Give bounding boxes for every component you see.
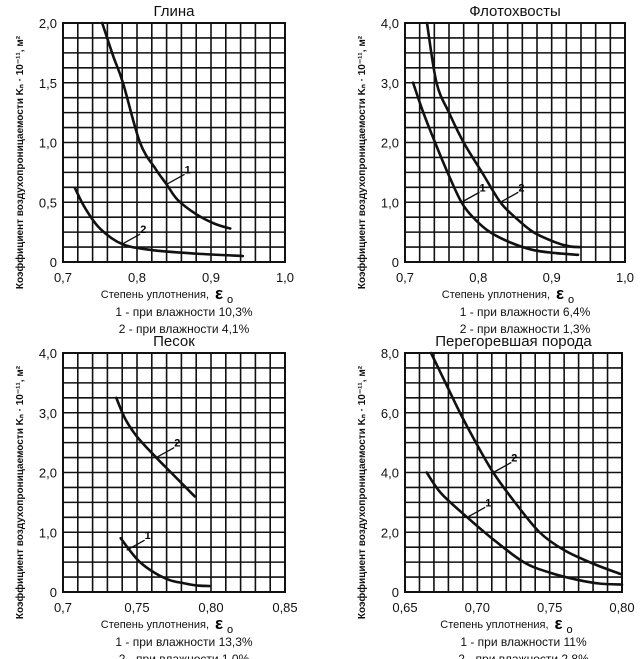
y-tick-label: 3,0: [39, 406, 57, 421]
x-tick-label: 0,75: [537, 600, 562, 615]
y-axis-label: Коэффициент воздухопроницаемости Kₙ · 10…: [14, 35, 26, 289]
series-1-leader-line: [466, 506, 486, 518]
chart-title: Глина: [153, 3, 195, 20]
x-tick-label: 0,70: [465, 600, 490, 615]
x-tick-label: 0,9: [202, 270, 220, 285]
x-tick-label: 0,65: [392, 600, 417, 615]
series-1-label: 1: [479, 182, 485, 194]
series-2-leader-line: [121, 233, 141, 245]
x-axis-label: Степень уплотнения,: [101, 289, 209, 301]
y-axis-label: Коэффициент воздухопроницаемости Kₙ · 10…: [356, 365, 368, 619]
series-2-label: 2: [140, 224, 146, 236]
x-tick-label: 1,0: [616, 270, 634, 285]
x-tick-label: 0,7: [54, 600, 72, 615]
chart-title: Флотохвосты: [469, 3, 561, 20]
y-tick-label: 4,0: [381, 16, 399, 31]
x-tick-label: 0,7: [54, 270, 72, 285]
chart-title: Перегоревшая порода: [435, 333, 592, 350]
y-tick-label: 0: [50, 585, 57, 600]
x-tick-label: 1,0: [276, 270, 294, 285]
series-1-curve: [411, 81, 580, 257]
y-tick-label: 0: [392, 585, 399, 600]
series-1-label: 1: [145, 530, 151, 542]
y-tick-label: 2,0: [381, 136, 399, 151]
epsilon-subscript: o: [227, 624, 233, 636]
series-1-label: 1: [485, 497, 491, 509]
y-tick-label: 1,5: [39, 76, 57, 91]
x-tick-label: 0,85: [272, 600, 297, 615]
x-tick-label: 0,9: [543, 270, 561, 285]
legend-entry: 2 - при влажности 1,3%: [460, 322, 591, 336]
y-tick-label: 2,0: [381, 525, 399, 540]
legend-entry: 2 - при влажности 4,1%: [119, 322, 250, 336]
plot-frame: [62, 352, 286, 593]
series-1-curve: [119, 536, 211, 588]
x-tick-label: 0,8: [128, 270, 146, 285]
series-2-curve: [73, 186, 245, 258]
y-tick-label: 6,0: [381, 406, 399, 421]
epsilon-symbol: ε: [556, 284, 564, 303]
y-tick-label: 0,5: [39, 195, 57, 210]
epsilon-symbol: ε: [215, 614, 223, 633]
legend-entry: 1 - при влажности 13,3%: [115, 635, 253, 649]
y-tick-label: 4,0: [381, 466, 399, 481]
series-1-leader-line: [126, 539, 145, 551]
series-2-leader-line: [500, 191, 519, 203]
y-axis-label: Коэффициент воздухопроницаемости Kₙ · 10…: [356, 35, 368, 289]
x-tick-label: 0,80: [609, 600, 634, 615]
legend-entry: 2 - при влажности 2,8%: [458, 652, 589, 659]
series-2-curve: [425, 21, 583, 249]
series-1-leader-line: [461, 191, 480, 203]
chart-1: Глина 0,7 0,8 0,9 1,0 0 0,5 1,0 1,5 2,0 Степень уп…: [14, 3, 294, 336]
x-axis-label: Степень уплотнения,: [440, 619, 548, 631]
epsilon-subscript: o: [227, 294, 233, 306]
y-tick-label: 1,0: [39, 136, 57, 151]
epsilon-symbol: ε: [215, 284, 223, 303]
epsilon-symbol: ε: [555, 614, 563, 633]
epsilon-subscript: o: [567, 624, 573, 636]
series-1-curve: [100, 21, 232, 230]
y-tick-label: 0: [50, 255, 57, 270]
series-2-leader-line: [155, 446, 175, 459]
y-axis-label: Коэффициент воздухопроницаемости Kₙ · 10…: [14, 365, 26, 619]
legend-entry: 1 - при влажности 10,3%: [115, 305, 253, 319]
chart-2: Флотохвосты 0,7 0,8 0,9 1,0 0 1,0 2,0 3,0 4,0 Степ…: [356, 3, 634, 336]
y-tick-label: 2,0: [39, 16, 57, 31]
chart-4: Перегоревшая порода 0,65 0,70 0,75 0,80 0 2,0 4…: [356, 333, 635, 659]
plot-frame: [62, 22, 286, 263]
x-axis-label: Степень уплотнения,: [101, 619, 209, 631]
y-tick-label: 1,0: [381, 195, 399, 210]
x-axis-label: Степень уплотнения,: [442, 289, 550, 301]
epsilon-subscript: o: [568, 294, 574, 306]
x-tick-label: 0,8: [469, 270, 487, 285]
plot-frame: [404, 22, 626, 263]
series-2-leader-line: [492, 461, 512, 474]
plot-frame: [404, 352, 623, 593]
series-2-label: 2: [174, 438, 180, 450]
y-tick-label: 8,0: [381, 346, 399, 361]
y-tick-label: 3,0: [381, 76, 399, 91]
x-tick-label: 0,75: [124, 600, 149, 615]
series-2-label: 2: [518, 182, 524, 194]
series-2-label: 2: [511, 453, 517, 465]
series-1-curve: [425, 471, 624, 586]
y-tick-label: 0: [392, 255, 399, 270]
x-tick-label: 0,7: [396, 270, 414, 285]
x-tick-label: 0,80: [198, 600, 223, 615]
y-tick-label: 1,0: [39, 525, 57, 540]
y-tick-label: 2,0: [39, 466, 57, 481]
series-2-curve: [429, 351, 622, 576]
y-tick-label: 4,0: [39, 346, 57, 361]
chart-title: Песок: [153, 333, 195, 350]
series-2-curve: [114, 396, 197, 498]
legend-entry: 1 - при влажности 6,4%: [460, 305, 591, 319]
series-1-label: 1: [185, 164, 191, 176]
legend-entry: 2 - при влажности 1,0%: [119, 652, 250, 659]
chart-3: Песок 0,7 0,75 0,80 0,85 0 1,0 2,0 3,0 4,0 Степень…: [14, 333, 298, 659]
legend-entry: 1 - при влажности 11%: [460, 635, 587, 649]
series-1-leader-line: [166, 173, 185, 185]
